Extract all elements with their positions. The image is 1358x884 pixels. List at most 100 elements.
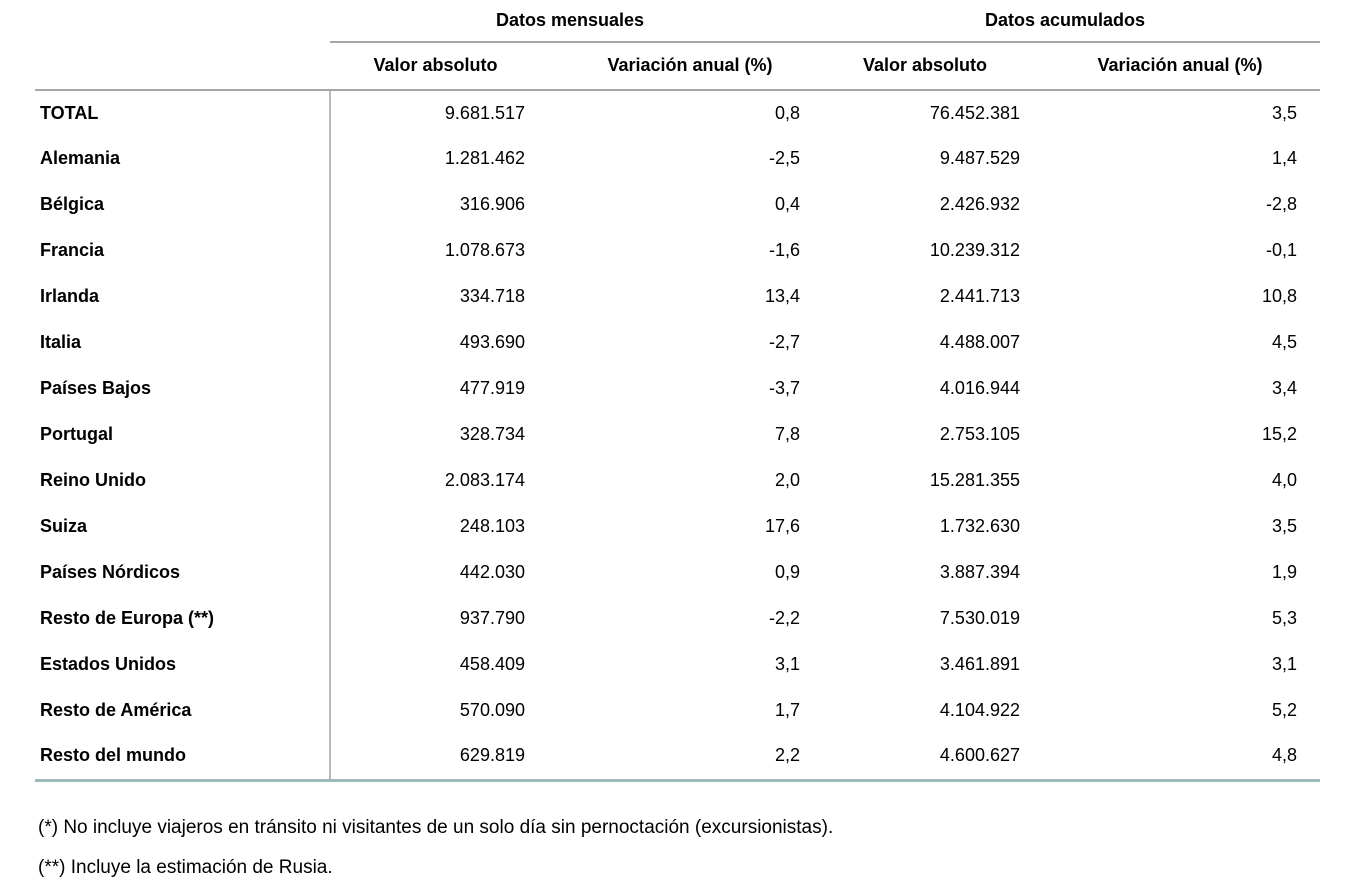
cell-monthly-absolute: 2.083.174 [329,458,570,504]
cell-accumulated-absolute: 3.461.891 [939,654,1020,675]
row-label: Países Bajos [40,378,152,399]
table-row: Resto de América 570.090 1,7 4.104.922 5,2 [35,688,1320,734]
table-row: Portugal 328.734 7,8 2.753.105 15,2 [35,412,1320,458]
cell-accumulated-variation: 10,8 [1261,286,1298,307]
cell-accumulated-absolute: 9.487.529 [939,148,1020,169]
table-row: Bélgica 316.906 0,4 2.426.932 -2,8 [35,182,1320,228]
cell-monthly-absolute: 629.819 [329,734,570,780]
column-header-monthly-absolute: Valor absoluto [330,42,570,91]
cell-accumulated-absolute: 4.104.922 [939,700,1020,721]
table-row: Alemania 1.281.462 -2,5 9.487.529 1,4 [35,136,1320,182]
cell-monthly-variation: -2,2 [768,608,800,629]
table-row: Países Nórdicos 442.030 0,9 3.887.394 1,9 [35,550,1320,596]
cell-monthly-variation: 0,8 [774,102,800,123]
cell-accumulated-absolute: 1.732.630 [939,516,1020,537]
group-header-row: Datos mensuales Datos acumulados [35,0,1321,43]
cell-accumulated-absolute: 15.281.355 [929,470,1020,491]
cell-monthly-variation: 2,0 [774,470,800,491]
cell-monthly-absolute: 316.906 [329,182,570,228]
cell-accumulated-variation: 3,5 [1271,102,1298,123]
cell-accumulated-absolute: 2.441.713 [939,286,1020,307]
cell-monthly-absolute: 570.090 [329,688,570,734]
cell-monthly-absolute: 1.281.462 [329,136,570,182]
cell-accumulated-variation: 4,8 [1271,745,1298,766]
cell-monthly-absolute: 458.409 [329,642,570,688]
table-row: Italia 493.690 -2,7 4.488.007 4,5 [35,320,1320,366]
row-label: Suiza [40,516,88,537]
group-header-monthly: Datos mensuales [330,0,810,43]
table-row: Países Bajos 477.919 -3,7 4.016.944 3,4 [35,366,1320,412]
cell-accumulated-variation: 5,2 [1271,700,1298,721]
cell-monthly-variation: 0,4 [774,194,800,215]
cell-accumulated-variation: -2,8 [1265,194,1298,215]
row-label: Italia [40,332,82,353]
row-label: Portugal [40,424,114,445]
table-row: Suiza 248.103 17,6 1.732.630 3,5 [35,504,1320,550]
cell-monthly-absolute: 334.718 [329,274,570,320]
row-label: Francia [40,240,105,261]
corner-cell [35,0,330,42]
table-body: TOTAL 9.681.517 0,8 76.452.381 3,5 Alemania 1.… [35,90,1320,780]
cell-accumulated-variation: 15,2 [1261,424,1298,445]
row-label: Alemania [40,148,121,169]
row-label: Bélgica [40,194,105,215]
footnote-double-asterisk: (**) Incluye la estimación de Rusia. [38,856,333,878]
cell-accumulated-absolute: 3.887.394 [939,562,1020,583]
cell-accumulated-absolute: 7.530.019 [939,608,1020,629]
cell-monthly-absolute: 493.690 [329,320,570,366]
cell-monthly-variation: 3,1 [774,654,800,675]
cell-monthly-variation: 7,8 [774,424,800,445]
column-header-monthly-variation: Variación anual (%) [570,42,810,91]
table-row: Estados Unidos 458.409 3,1 3.461.891 3,1 [35,642,1320,688]
cell-monthly-absolute: 937.790 [329,596,570,642]
cell-accumulated-absolute: 2.426.932 [939,194,1020,215]
row-label: Resto de Europa (**) [40,608,215,629]
cell-monthly-variation: -1,6 [768,240,800,261]
cell-monthly-variation: -2,5 [768,148,800,169]
cell-monthly-absolute: 328.734 [329,412,570,458]
cell-accumulated-variation: 1,9 [1271,562,1298,583]
cell-monthly-absolute: 1.078.673 [329,228,570,274]
cell-accumulated-absolute: 4.600.627 [939,745,1020,766]
row-label: Irlanda [40,286,100,307]
cell-monthly-variation: -3,7 [768,378,800,399]
cell-monthly-absolute: 477.919 [329,366,570,412]
cell-monthly-variation: 0,9 [774,562,800,583]
cell-monthly-variation: 17,6 [764,516,800,537]
cell-accumulated-absolute: 4.488.007 [939,332,1020,353]
row-label: Reino Unido [40,470,146,491]
tourism-data-table: Datos mensuales Datos acumulados Valor a… [35,0,1321,782]
row-label: Países Nórdicos [40,562,181,583]
cell-accumulated-variation: 1,4 [1271,148,1298,169]
cell-monthly-absolute: 248.103 [329,504,570,550]
row-label: Resto del mundo [40,745,187,766]
cell-accumulated-absolute: 76.452.381 [929,102,1020,123]
column-header-accumulated-variation: Variación anual (%) [1040,42,1321,91]
cell-monthly-variation: 1,7 [774,700,800,721]
cell-accumulated-variation: 3,4 [1271,378,1298,399]
table-row: Reino Unido 2.083.174 2,0 15.281.355 4,0 [35,458,1320,504]
cell-monthly-variation: -2,7 [768,332,800,353]
cell-accumulated-variation: 5,3 [1271,608,1298,629]
cell-accumulated-absolute: 4.016.944 [939,378,1020,399]
column-header-accumulated-absolute: Valor absoluto [810,42,1040,91]
group-header-accumulated: Datos acumulados [810,0,1321,43]
table-row: Resto del mundo 629.819 2,2 4.600.627 4,8 [35,734,1320,780]
table-row: Francia 1.078.673 -1,6 10.239.312 -0,1 [35,228,1320,274]
footnote-asterisk: (*) No incluye viajeros en tránsito ni v… [38,816,834,838]
cell-accumulated-variation: 3,1 [1271,654,1298,675]
cell-monthly-variation: 2,2 [774,745,800,766]
cell-accumulated-variation: 4,0 [1271,470,1298,491]
cell-accumulated-absolute: 10.239.312 [929,240,1020,261]
row-label: Estados Unidos [40,654,177,675]
row-label: Resto de América [40,700,192,721]
row-label: TOTAL [40,102,99,123]
cell-accumulated-variation: 3,5 [1271,516,1298,537]
column-header-row: Valor absoluto Variación anual (%) Valor… [35,42,1321,91]
table-header: Datos mensuales Datos acumulados Valor a… [35,0,1321,91]
cell-accumulated-variation: 4,5 [1271,332,1298,353]
corner-cell [35,42,330,91]
footnotes: (*) No incluye viajeros en tránsito ni v… [38,808,1358,884]
table-row: TOTAL 9.681.517 0,8 76.452.381 3,5 [35,90,1320,136]
